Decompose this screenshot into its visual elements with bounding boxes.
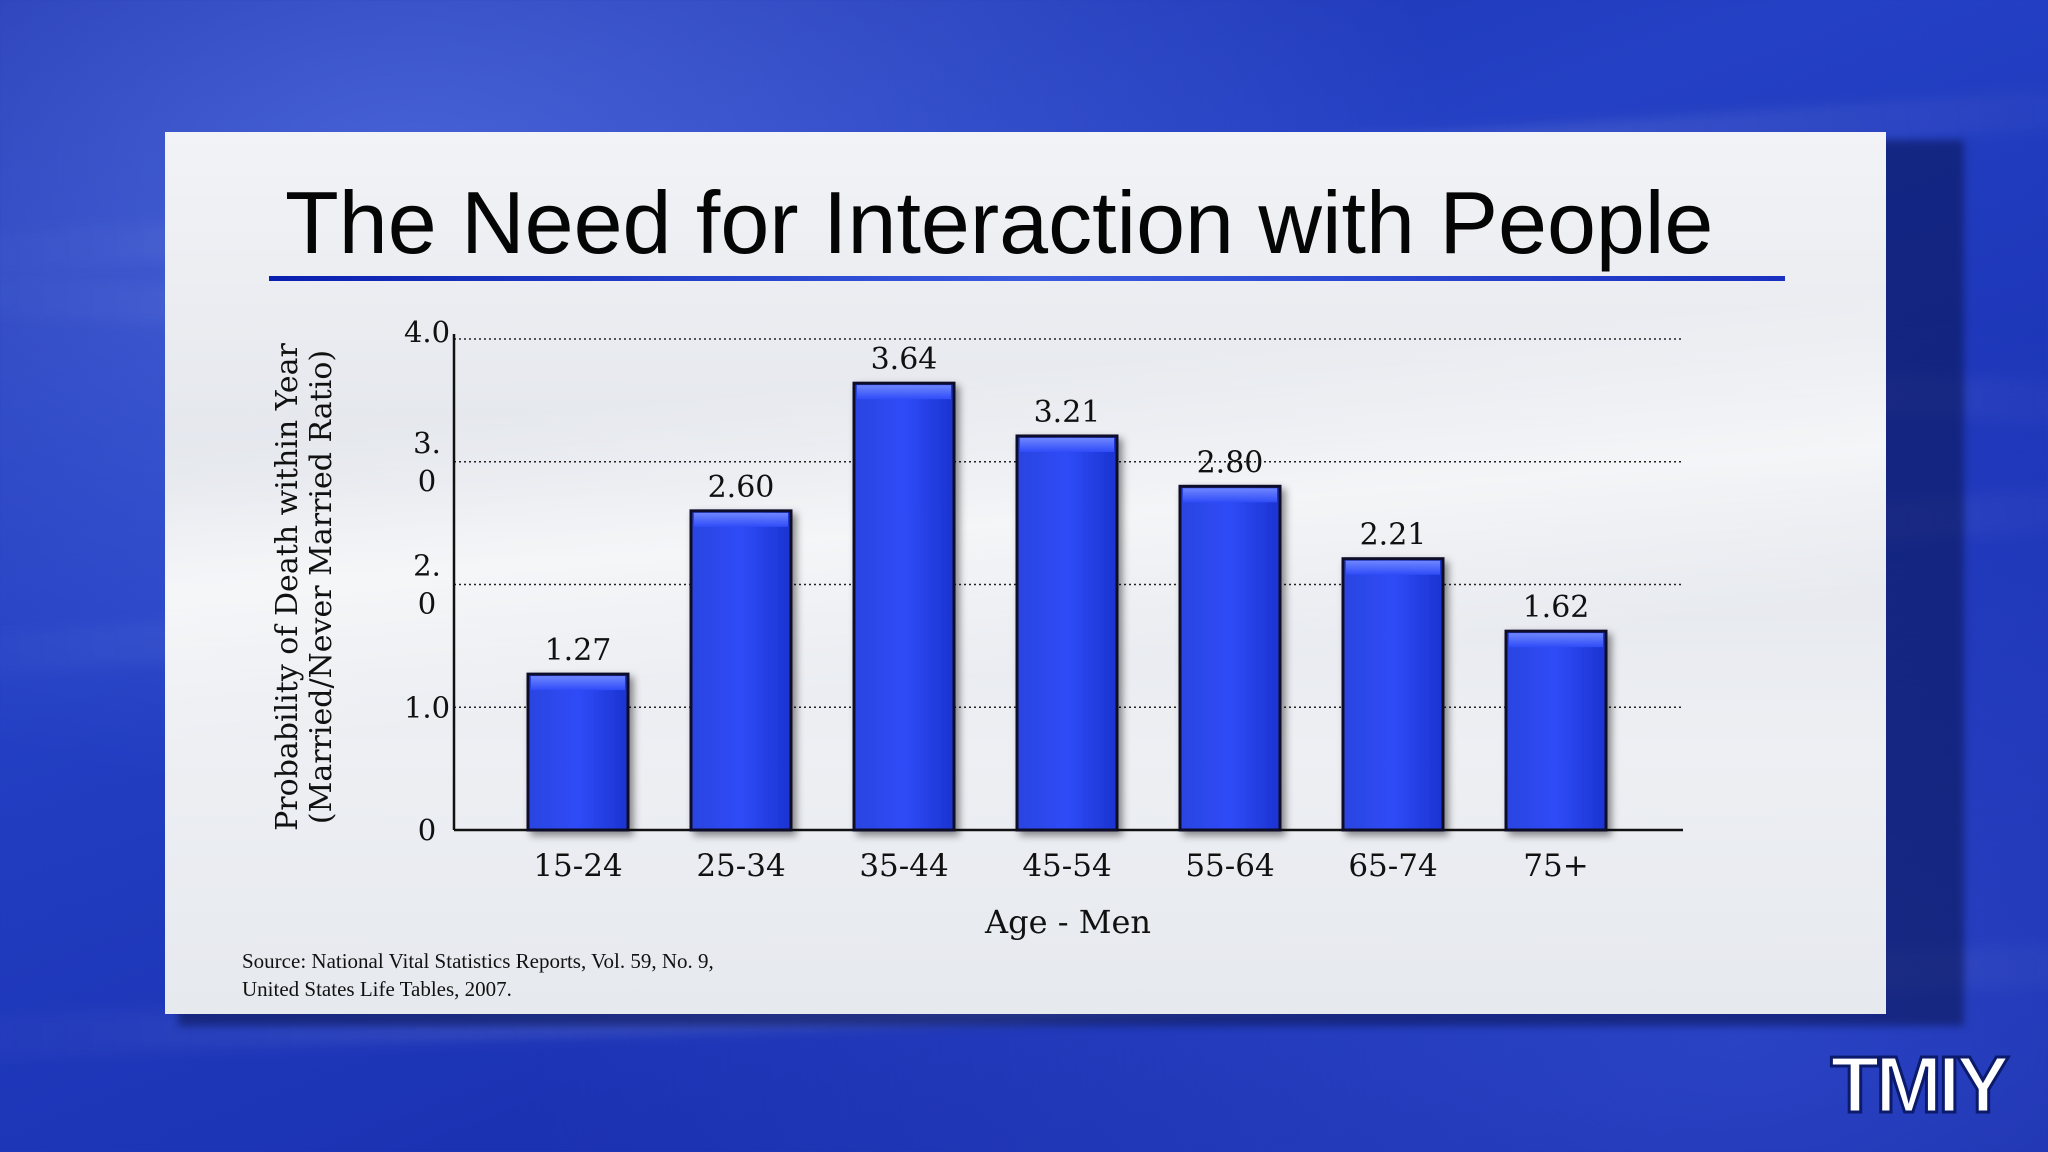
y-tick-label-line: 2. [413, 549, 441, 583]
bar-highlight [1183, 488, 1277, 503]
title-underline [269, 276, 1785, 281]
source-line2: United States Life Tables, 2007. [242, 977, 512, 1001]
bar-highlight [1020, 437, 1114, 452]
y-tick-label: 4.0 [404, 315, 450, 349]
tmiy-logo: TMIY [1829, 1040, 2015, 1130]
bar-value-label: 1.27 [545, 633, 612, 668]
bar-value-label: 3.21 [1034, 395, 1101, 430]
x-axis-label: Age - Men [984, 903, 1151, 941]
x-tick-label: 35-44 [859, 848, 948, 884]
x-tick-label: 15-24 [533, 848, 622, 884]
y-tick-label: 3. 0 [413, 426, 441, 498]
y-tick-label: 2. 0 [413, 549, 441, 621]
bar-highlight [1509, 633, 1603, 648]
bar-highlight [694, 512, 788, 527]
bar [1341, 557, 1445, 832]
bar-value-label: 1.62 [1523, 590, 1590, 625]
y-tick-label-line: 0 [418, 587, 436, 621]
y-tick-label-line: 0 [418, 464, 436, 498]
y-tick-label-line: 3. [413, 426, 441, 460]
y-tick-label: 1.0 [404, 690, 450, 724]
x-tick-label: 25-34 [696, 848, 785, 884]
x-tick-label: 75+ [1523, 848, 1588, 884]
x-tick-label: 45-54 [1022, 848, 1111, 884]
source-note: Source: National Vital Statistics Report… [242, 947, 714, 1003]
y-tick-label: 0 [418, 813, 436, 847]
bar [1178, 484, 1282, 832]
y-tick-label-line: 1.0 [404, 690, 450, 724]
bar-value-label: 2.21 [1360, 518, 1427, 553]
bar [526, 672, 630, 832]
x-tick-label: 55-64 [1185, 848, 1274, 884]
slide: The Need for Interaction with People Pro… [165, 132, 1886, 1014]
bar-highlight [1346, 560, 1440, 575]
source-line1: Source: National Vital Statistics Report… [242, 949, 714, 973]
bar [852, 381, 956, 832]
bar-value-label: 2.80 [1197, 445, 1264, 480]
bar-highlight [857, 385, 951, 400]
y-tick-label-line: 4.0 [404, 315, 450, 349]
bar [689, 509, 793, 832]
y-tick-label-line: 0 [418, 813, 436, 847]
x-tick-label: 65-74 [1348, 848, 1437, 884]
bar-value-label: 3.64 [871, 342, 938, 377]
logo-text: TMIY [1830, 1040, 2009, 1129]
bar [1504, 629, 1608, 832]
bar-chart: 01.02. 03. 04.01.2715-242.6025-343.6435-44… [404, 315, 1683, 941]
slide-title: The Need for Interaction with People [285, 173, 1714, 272]
bar-value-label: 2.60 [708, 470, 775, 505]
bar [1015, 434, 1119, 832]
bar-highlight [531, 676, 625, 691]
